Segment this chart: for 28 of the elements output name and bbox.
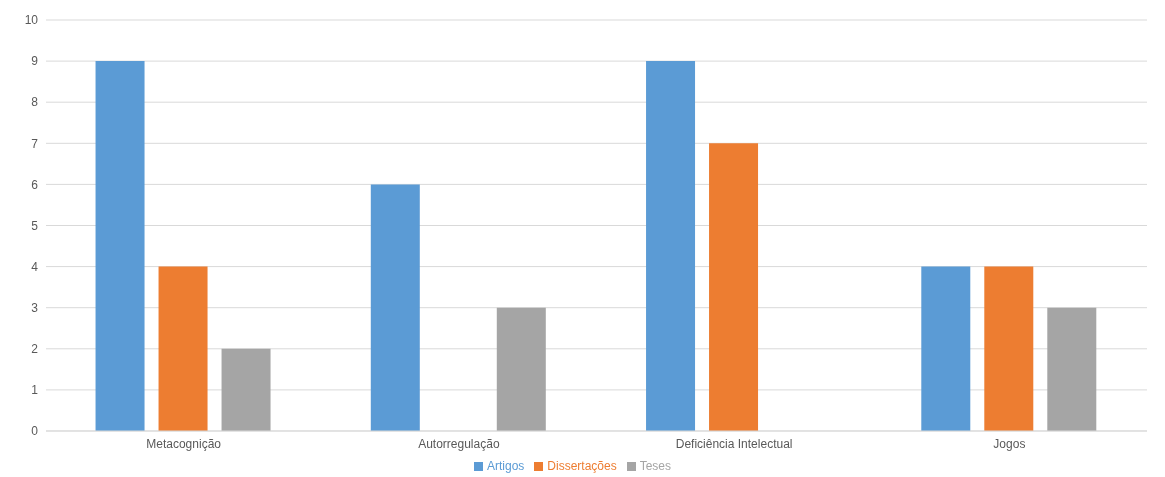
bar xyxy=(984,266,1034,431)
x-tick-label: Autorregulação xyxy=(418,436,500,451)
bar xyxy=(496,307,546,431)
y-tick-label: 9 xyxy=(31,54,39,69)
bar xyxy=(921,266,971,431)
y-tick-label: 10 xyxy=(24,13,39,28)
y-tick-label: 5 xyxy=(31,218,39,233)
y-tick-label: 6 xyxy=(31,177,39,192)
bar xyxy=(709,143,759,431)
x-tick-label: Jogos xyxy=(993,436,1026,451)
legend-label: Teses xyxy=(639,459,672,473)
y-tick-label: 0 xyxy=(31,424,39,439)
y-tick-label: 8 xyxy=(31,95,39,110)
legend-label: Dissertações xyxy=(547,459,617,473)
y-tick-label: 2 xyxy=(31,342,39,357)
x-tick-label: Deficiência Intelectual xyxy=(675,436,793,451)
legend-label: Artigos xyxy=(486,459,525,473)
x-tick-label: Metacognição xyxy=(146,436,222,451)
bar xyxy=(370,184,420,431)
y-tick-label: 3 xyxy=(31,300,39,315)
bar xyxy=(1047,307,1097,431)
bar xyxy=(95,61,145,431)
bar xyxy=(221,348,271,431)
y-tick-label: 7 xyxy=(31,136,39,151)
bar xyxy=(646,61,696,431)
y-tick-label: 4 xyxy=(31,259,39,274)
bar xyxy=(158,266,208,431)
y-tick-label: 1 xyxy=(31,383,39,398)
